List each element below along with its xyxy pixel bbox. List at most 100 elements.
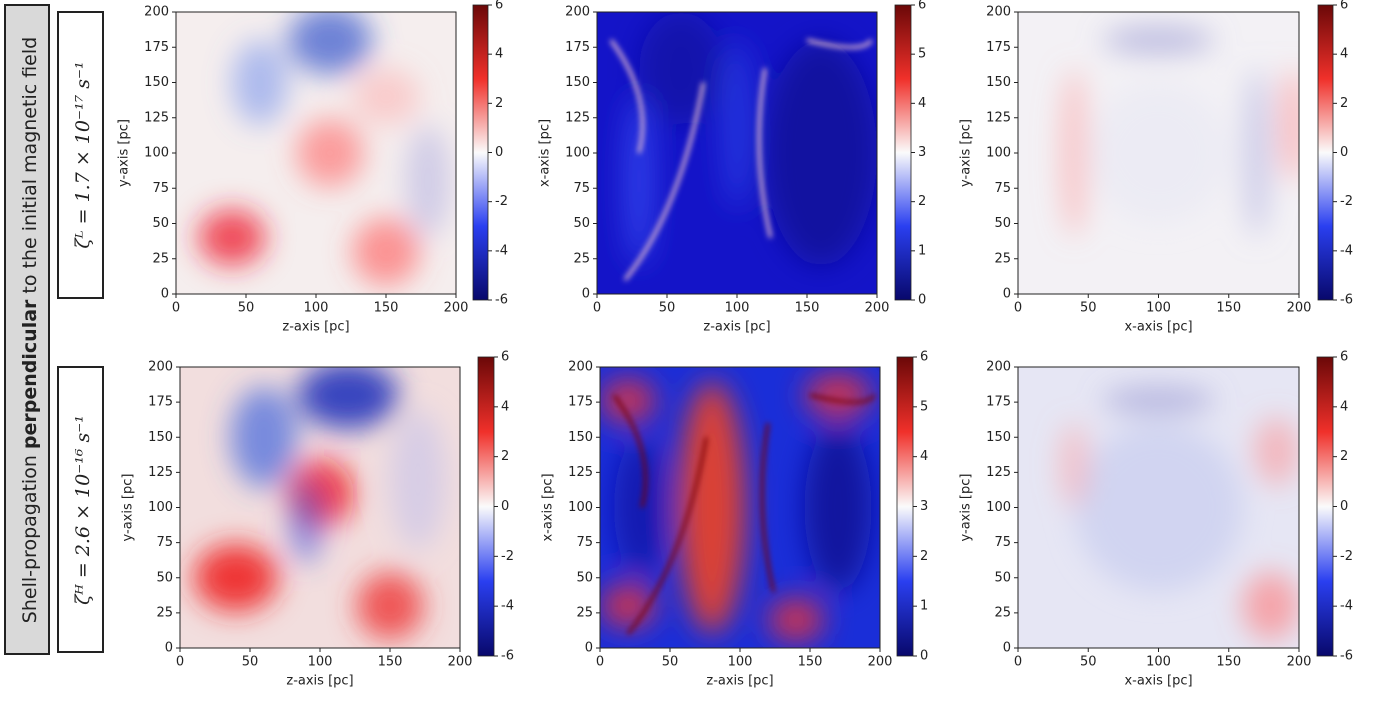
heatmap-blob <box>1102 386 1215 415</box>
colorbar-tick-label: 6 <box>501 350 509 365</box>
filament <box>760 422 776 593</box>
heatmap-blob <box>297 367 399 429</box>
y-tick-label: 0 <box>582 287 590 302</box>
y-tick-label: 125 <box>144 110 169 125</box>
x-tick-label: 200 <box>865 301 890 316</box>
y-tick-label: 0 <box>1003 287 1011 302</box>
x-tick-label: 150 <box>1216 655 1241 670</box>
heatmap-blob <box>230 386 298 488</box>
y-tick-label: 50 <box>576 570 593 585</box>
x-tick-label: 100 <box>1146 301 1171 316</box>
y-tick-label: 75 <box>994 535 1011 550</box>
colorbar <box>1316 356 1334 657</box>
colorbar <box>477 356 495 657</box>
y-tick-label: 175 <box>568 395 593 410</box>
colorbar-tick-label: 6 <box>920 350 928 365</box>
heatmap-blob <box>723 40 751 210</box>
heatmap-image <box>597 12 877 294</box>
colorbar-tick-label: 2 <box>918 194 926 209</box>
colorbar-tick-label: 6 <box>918 0 926 13</box>
heatmap-blob <box>1102 26 1215 55</box>
colorbar-tick-label: 4 <box>918 96 926 111</box>
x-tick-label: 50 <box>662 655 679 670</box>
row-label-box <box>57 366 104 653</box>
heatmap-blob <box>1279 68 1299 182</box>
heatmap-blobs <box>198 12 451 286</box>
heatmap-blob <box>768 597 824 643</box>
heatmap-blobs <box>194 367 446 640</box>
x-tick-label: 100 <box>725 301 750 316</box>
heatmap-blob <box>804 372 872 418</box>
x-axis-label: x-axis [pc] <box>1124 674 1192 689</box>
colorbar-tick-label: 4 <box>1340 399 1348 414</box>
y-tick-label: 25 <box>573 251 590 266</box>
colorbar-tick-label: -4 <box>495 243 508 258</box>
filament <box>623 82 705 281</box>
y-tick-label: 150 <box>565 75 590 90</box>
x-tick-label: 100 <box>308 655 333 670</box>
x-tick-label: 100 <box>1146 655 1171 670</box>
row-label: ζᴴ = 2.6 × 10⁻¹⁶ s⁻¹ <box>72 415 94 605</box>
y-tick-label: 175 <box>144 40 169 55</box>
heatmap-blob <box>639 12 723 125</box>
colorbar-tick-label: -6 <box>501 649 514 664</box>
side-label-bold: perpendicular <box>19 299 41 449</box>
x-tick-label: 100 <box>728 655 753 670</box>
x-tick-label: 0 <box>1014 655 1022 670</box>
y-tick-label: 100 <box>568 500 593 515</box>
y-tick-label: 50 <box>573 216 590 231</box>
x-tick-label: 200 <box>1287 301 1312 316</box>
y-tick-label: 0 <box>161 287 169 302</box>
filaments <box>609 38 873 281</box>
y-tick-label: 200 <box>565 5 590 20</box>
colorbar <box>472 4 489 301</box>
y-tick-label: 25 <box>156 605 173 620</box>
heatmap-blob <box>1242 572 1299 640</box>
x-tick-label: 150 <box>798 655 823 670</box>
heatmap-blob <box>804 423 872 592</box>
y-tick-label: 100 <box>986 146 1011 161</box>
y-tick-label: 75 <box>152 181 169 196</box>
colorbar-tick-label: -4 <box>501 599 514 614</box>
y-axis-label: x-axis [pc] <box>538 119 553 187</box>
heatmap-image <box>176 12 456 294</box>
x-axis-label: z-axis [pc] <box>282 320 349 335</box>
heatmap-blobs <box>1060 386 1299 640</box>
colorbar-tick-label: 1 <box>918 243 926 258</box>
heatmap-blob <box>678 381 746 634</box>
filament <box>612 394 647 508</box>
y-tick-label: 75 <box>994 181 1011 196</box>
colorbar-tick-label: -2 <box>501 549 514 564</box>
x-tick-label: 50 <box>659 301 676 316</box>
y-tick-label: 175 <box>986 395 1011 410</box>
y-tick-label: 0 <box>165 641 173 656</box>
colorbar-tick-label: 2 <box>501 449 509 464</box>
filament <box>609 39 644 154</box>
heatmap-blob <box>1060 423 1089 508</box>
heatmap-blob <box>1074 423 1243 592</box>
y-tick-label: 150 <box>986 430 1011 445</box>
filament <box>757 68 773 238</box>
y-tick-label: 50 <box>152 216 169 231</box>
colorbar-tick-label: 0 <box>1340 499 1348 514</box>
y-tick-label: 200 <box>986 360 1011 375</box>
colorbar-tick-label: 5 <box>918 47 926 62</box>
y-tick-label: 100 <box>148 500 173 515</box>
x-axis-label: z-axis [pc] <box>286 674 353 689</box>
colorbar-tick-label: 3 <box>918 145 926 160</box>
heatmap-blob <box>390 409 446 550</box>
x-axis-label: z-axis [pc] <box>703 320 770 335</box>
colorbar-tick-label: 4 <box>920 449 928 464</box>
y-tick-label: 200 <box>568 360 593 375</box>
y-tick-label: 175 <box>148 395 173 410</box>
x-tick-label: 200 <box>448 655 473 670</box>
colorbar-tick-label: 2 <box>1340 449 1348 464</box>
filament <box>626 436 708 635</box>
heatmap-blobs <box>1060 26 1299 238</box>
side-label-text: Shell-propagation <box>19 449 41 623</box>
colorbar-tick-label: 6 <box>1340 350 1348 365</box>
x-tick-label: 150 <box>795 301 820 316</box>
heatmap-image <box>180 367 460 648</box>
y-tick-label: 50 <box>156 570 173 585</box>
